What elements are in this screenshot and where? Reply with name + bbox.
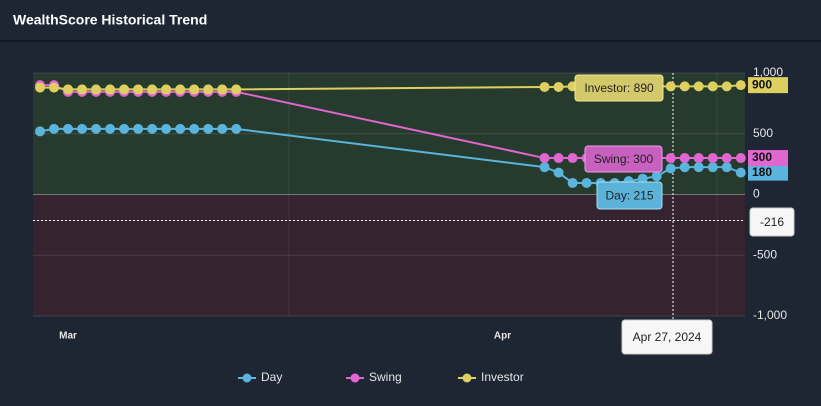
tooltip-text: Apr 27, 2024 (633, 330, 702, 344)
data-point (693, 153, 704, 164)
last-value-label: 300 (752, 150, 772, 164)
tooltip-box (584, 145, 663, 173)
last-value-box (748, 77, 788, 94)
x-tick-label: Apr (494, 331, 511, 342)
data-point (693, 162, 704, 173)
data-point (735, 153, 746, 164)
data-point (581, 177, 592, 188)
last-value-label: 900 (752, 77, 772, 91)
data-point (735, 80, 746, 91)
data-point (119, 123, 130, 134)
legend-label: Swing (369, 370, 402, 384)
data-point (161, 84, 172, 95)
data-point (539, 162, 550, 173)
last-value-box (748, 164, 788, 181)
data-point (49, 123, 60, 134)
legend-marker (350, 373, 360, 383)
data-point (679, 153, 690, 164)
data-point (679, 81, 690, 92)
data-point (665, 81, 676, 92)
data-point (231, 123, 242, 134)
chart-title: WealthScore Historical Trend (13, 12, 207, 28)
tooltip-text: Day: 215 (605, 189, 653, 203)
data-point (539, 153, 550, 164)
data-point (119, 84, 130, 95)
data-point (35, 82, 46, 93)
data-point (147, 123, 158, 134)
tooltip-box (596, 181, 663, 210)
data-point (721, 81, 732, 92)
data-point (105, 84, 116, 95)
data-point (707, 81, 718, 92)
tooltip-box (621, 319, 713, 355)
data-point (133, 84, 144, 95)
data-point (35, 126, 46, 137)
data-point (63, 84, 74, 95)
data-point (721, 153, 732, 164)
negative-band (33, 194, 745, 316)
tooltip-box (574, 74, 664, 102)
legend-marker (462, 373, 472, 383)
data-point (161, 123, 172, 134)
data-point (49, 82, 60, 93)
data-point (567, 177, 578, 188)
y-tick-label: -500 (753, 247, 777, 261)
y-tick-label: 500 (753, 126, 773, 140)
data-point (91, 84, 102, 95)
data-point (651, 171, 662, 182)
data-point (147, 84, 158, 95)
legend-marker (242, 373, 252, 383)
data-point (91, 123, 102, 134)
last-value-box (748, 150, 788, 167)
data-point (77, 84, 88, 95)
data-point (175, 123, 186, 134)
data-point (637, 173, 648, 184)
tooltip-text: Investor: 890 (584, 81, 654, 95)
data-point (217, 123, 228, 134)
data-point (693, 81, 704, 92)
tooltip-box (749, 207, 795, 237)
data-point (707, 162, 718, 173)
data-point (553, 81, 564, 92)
data-point (189, 84, 200, 95)
data-point (189, 123, 200, 134)
y-tick-label: 0 (753, 187, 760, 201)
data-point (553, 167, 564, 178)
data-point (539, 81, 550, 92)
data-point (707, 153, 718, 164)
data-point (665, 163, 676, 174)
x-tick-label: Mar (59, 331, 77, 342)
legend-label: Investor (481, 370, 524, 384)
data-point (679, 162, 690, 173)
data-point (553, 153, 564, 164)
tooltip-text: Swing: 300 (594, 152, 654, 166)
data-point (665, 153, 676, 164)
last-value-label: 180 (752, 165, 772, 179)
data-point (721, 162, 732, 173)
data-point (203, 84, 214, 95)
data-point (217, 84, 228, 95)
data-point (175, 84, 186, 95)
data-point (735, 167, 746, 178)
y-tick-label: -1,000 (753, 308, 787, 322)
data-point (133, 123, 144, 134)
legend-label: Day (261, 370, 282, 384)
data-point (63, 123, 74, 134)
data-point (105, 123, 116, 134)
y-tick-label: 1,000 (753, 65, 783, 79)
data-point (203, 123, 214, 134)
data-point (231, 84, 242, 95)
data-point (567, 153, 578, 164)
tooltip-text: -216 (760, 215, 784, 229)
data-point (77, 123, 88, 134)
